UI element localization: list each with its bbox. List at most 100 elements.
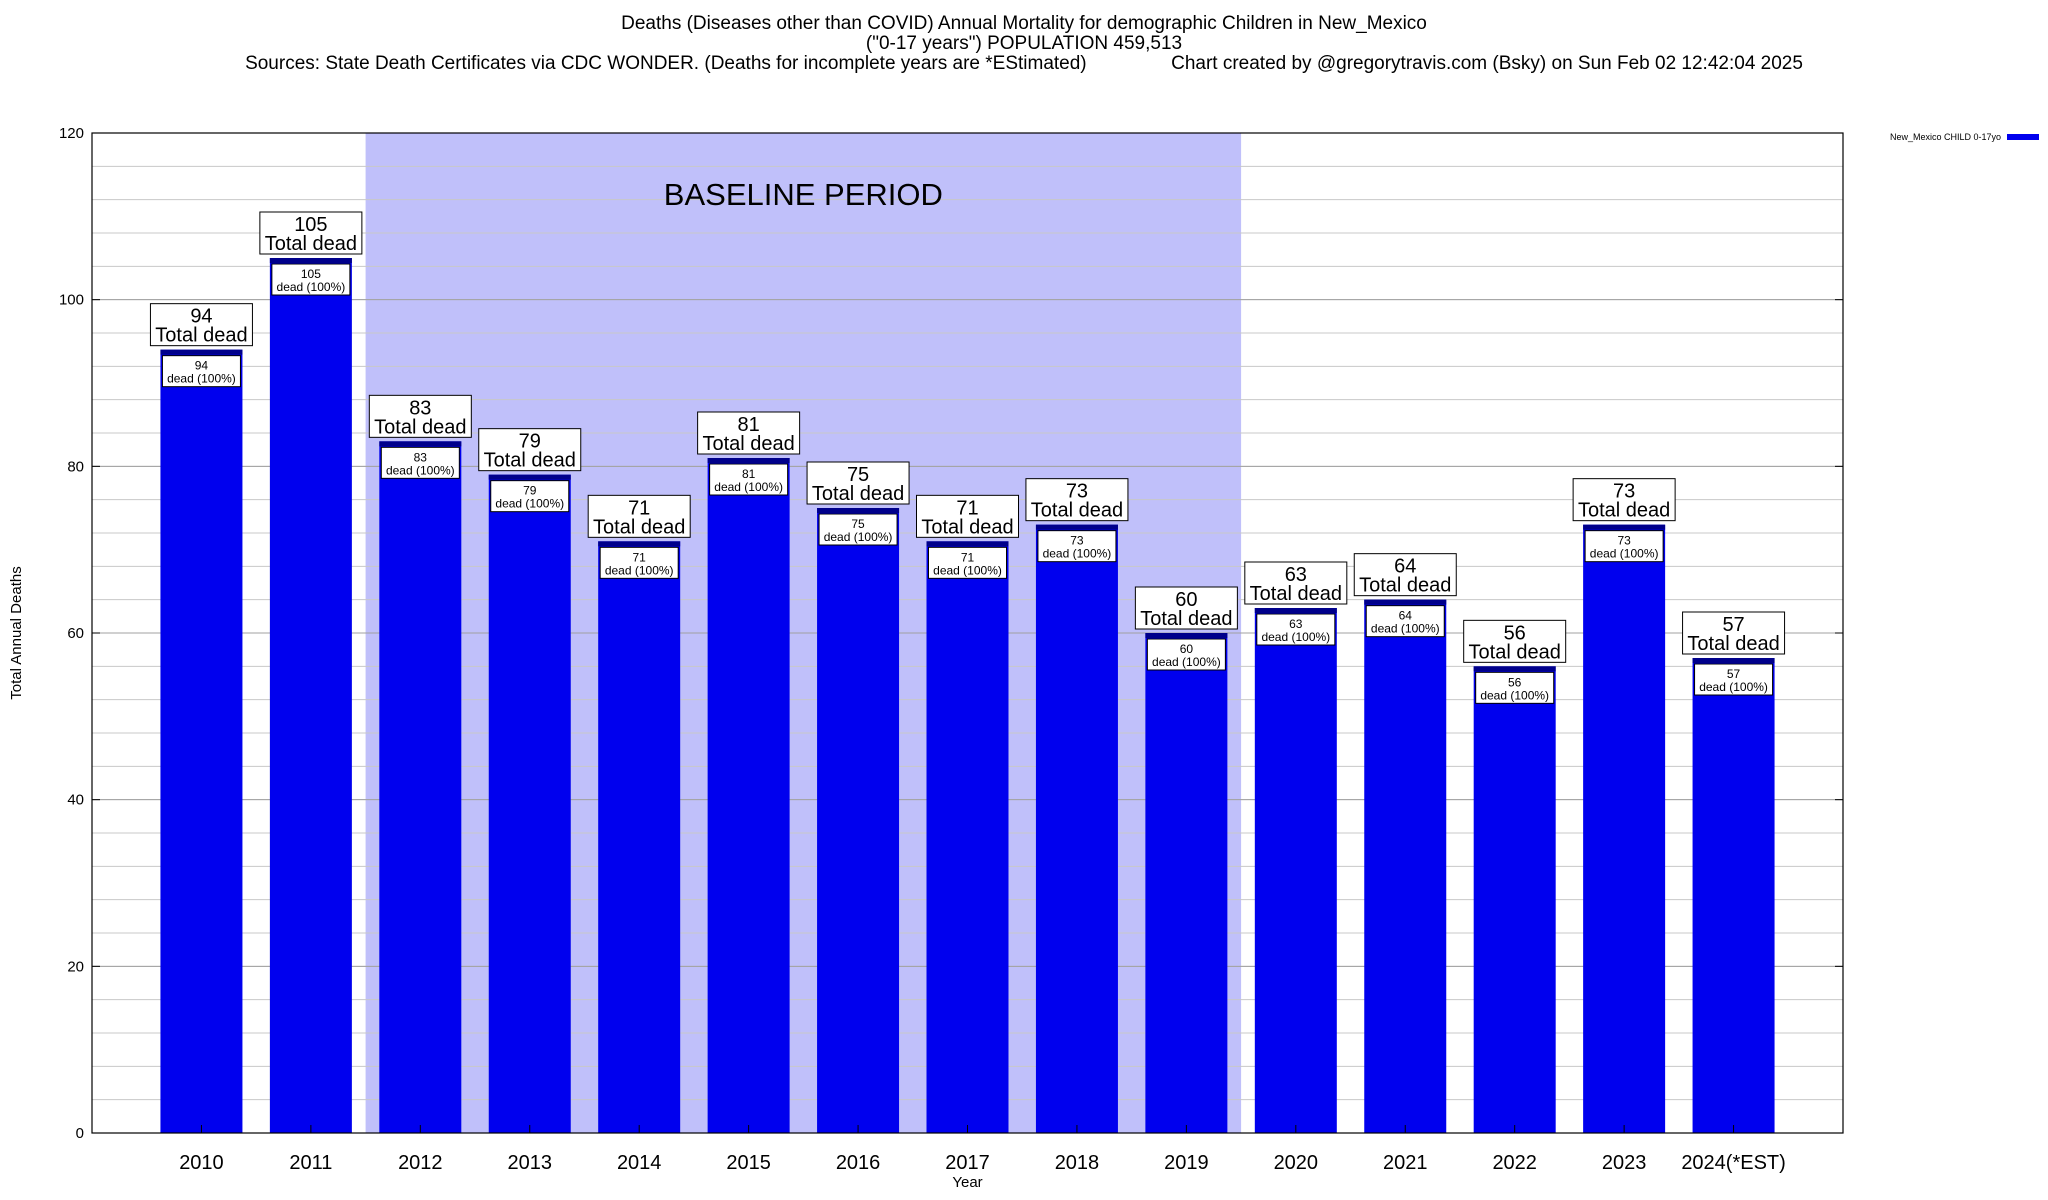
bar-total-label: Total dead — [702, 433, 794, 455]
bar-cap — [598, 541, 681, 547]
x-tick-label: 2016 — [836, 1152, 881, 1174]
x-tick-label: 2014 — [617, 1152, 662, 1174]
bar-cap — [1035, 524, 1118, 530]
x-tick-label: 2015 — [726, 1152, 771, 1174]
bar-inner-label-box — [1146, 638, 1226, 671]
bar — [817, 508, 900, 1133]
bar-total-label-box — [478, 428, 582, 472]
bar-total-value: 83 — [409, 397, 431, 419]
bar-total-label: Total dead — [593, 516, 685, 538]
bar-cap — [707, 458, 790, 463]
bar — [1145, 633, 1228, 1133]
bar-cap — [1254, 608, 1337, 613]
bar-cap — [817, 508, 900, 513]
bar-total-value: 64 — [1394, 556, 1416, 578]
bar-total-label-box — [1353, 553, 1457, 597]
bar-inner-label-box — [928, 546, 1007, 579]
bar-inner-value: 105 — [301, 267, 321, 281]
bar-inner-value: 73 — [1617, 534, 1631, 548]
bar-inner-value: 79 — [523, 484, 537, 498]
bar-inner-label: dead (100%) — [495, 497, 564, 511]
bar-total-value: 105 — [294, 214, 327, 236]
bar-inner-label-box — [490, 480, 570, 513]
bar-total-value: 79 — [519, 431, 541, 453]
y-tick-label: 40 — [67, 792, 84, 809]
x-tick-label: 2023 — [1602, 1152, 1647, 1174]
bar-inner-label-box — [1365, 605, 1445, 638]
bar-inner-label: dead (100%) — [933, 563, 1002, 577]
x-tick-label: 2010 — [179, 1152, 224, 1174]
bar-total-label: Total dead — [921, 516, 1013, 538]
bar-inner-label: dead (100%) — [1699, 680, 1768, 694]
bar-total-label: Total dead — [1140, 608, 1232, 630]
bar-total-label: Total dead — [1469, 641, 1561, 663]
bar-total-label: Total dead — [374, 416, 466, 438]
bar — [926, 541, 1009, 1133]
bar-inner-label: dead (100%) — [167, 372, 236, 386]
bar-inner-value: 75 — [851, 517, 865, 531]
x-tick-label: 2021 — [1383, 1152, 1428, 1174]
bar-inner-value: 63 — [1289, 617, 1303, 631]
bar-inner-value: 71 — [633, 550, 647, 564]
bar-total-value: 94 — [190, 306, 212, 328]
bar-total-label: Total dead — [1578, 500, 1670, 522]
bar-total-label: Total dead — [1250, 583, 1342, 605]
bar-inner-label-box — [599, 546, 679, 579]
y-tick-label: 20 — [67, 958, 84, 975]
bar-inner-value: 60 — [1180, 642, 1194, 656]
bar-inner-value: 73 — [1070, 534, 1084, 548]
bar-total-label-box — [587, 494, 691, 538]
bar-cap — [1473, 666, 1556, 672]
bar — [707, 458, 790, 1133]
bar — [1473, 666, 1556, 1133]
bar — [1583, 524, 1666, 1133]
bar-inner-label-box — [161, 355, 241, 388]
bar-total-label: Total dead — [1359, 575, 1451, 597]
bar-inner-label-box — [1037, 530, 1117, 563]
bar-inner-label: dead (100%) — [386, 463, 455, 477]
bar-total-value: 63 — [1285, 564, 1307, 586]
x-tick-label: 2012 — [398, 1152, 443, 1174]
bar-inner-label: dead (100%) — [1590, 547, 1659, 561]
bar-inner-label-box — [709, 463, 789, 496]
x-tick-label: 2022 — [1492, 1152, 1537, 1174]
bar-cap — [1364, 599, 1447, 605]
plot-frame — [91, 132, 1844, 1134]
bar-inner-label: dead (100%) — [605, 563, 674, 577]
bar — [379, 441, 462, 1133]
bar-total-value: 57 — [1722, 614, 1744, 636]
bar-total-label: Total dead — [812, 483, 904, 505]
bar-cap — [926, 541, 1009, 547]
bar-total-value: 73 — [1066, 481, 1088, 503]
x-axis-label: Year — [952, 1174, 982, 1191]
bar-total-label-box — [697, 411, 801, 455]
x-tick-label: 2018 — [1055, 1152, 1100, 1174]
bar-inner-label: dead (100%) — [714, 480, 783, 494]
bar-total-value: 75 — [847, 464, 869, 486]
bar-total-value: 71 — [956, 497, 978, 519]
bar-total-label-box — [259, 211, 363, 255]
bar-cap — [1145, 633, 1228, 638]
chart-subtitle: ("0-17 years") POPULATION 459,513 — [865, 33, 1183, 54]
bar-inner-value: 83 — [414, 450, 428, 464]
y-axis-label: Total Annual Deaths — [8, 566, 25, 699]
bar-total-value: 81 — [738, 414, 760, 436]
bar-total-value: 56 — [1504, 622, 1526, 644]
bar-total-label-box — [1025, 478, 1129, 522]
bar-total-label-box — [1682, 611, 1786, 655]
legend-label: New_Mexico CHILD 0-17yo — [1890, 132, 2001, 142]
x-tick-label: 2013 — [508, 1152, 553, 1174]
bar-total-label-box — [1572, 478, 1676, 522]
y-tick-label: 120 — [59, 125, 84, 142]
bar-inner-label-box — [271, 263, 351, 296]
bar-inner-value: 57 — [1727, 667, 1741, 681]
bar-total-label-box — [1134, 586, 1238, 630]
bar-total-label: Total dead — [484, 450, 576, 472]
bar-inner-label-box — [1475, 671, 1555, 704]
bar — [598, 541, 681, 1133]
y-tick-label: 0 — [76, 1125, 84, 1142]
x-tick-label: 2024(*EST) — [1681, 1152, 1786, 1174]
bar-total-label: Total dead — [1031, 500, 1123, 522]
bar-total-value: 73 — [1613, 481, 1635, 503]
